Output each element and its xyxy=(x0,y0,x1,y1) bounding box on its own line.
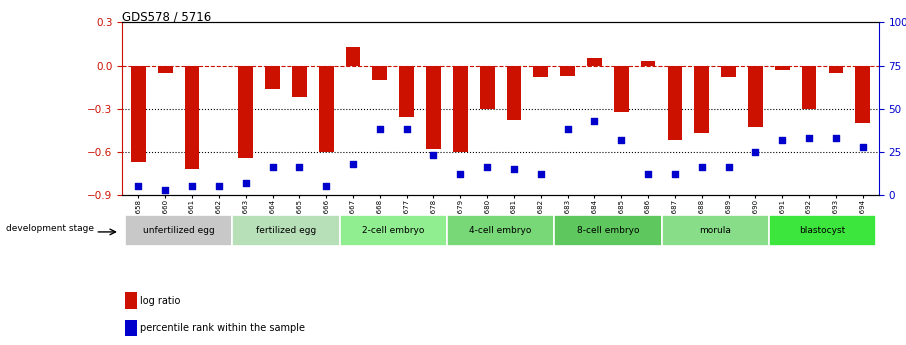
Bar xyxy=(641,61,655,66)
Point xyxy=(802,135,816,141)
Point xyxy=(561,127,575,132)
Bar xyxy=(560,66,575,76)
Point xyxy=(158,187,172,193)
Point xyxy=(212,184,226,189)
Text: blastocyst: blastocyst xyxy=(799,226,845,235)
Bar xyxy=(855,66,870,123)
Point xyxy=(587,118,602,124)
Point xyxy=(855,144,870,149)
Point xyxy=(131,184,146,189)
Bar xyxy=(534,66,548,77)
Bar xyxy=(828,66,843,73)
Text: 2-cell embryo: 2-cell embryo xyxy=(362,226,424,235)
Bar xyxy=(232,215,340,246)
Text: 8-cell embryo: 8-cell embryo xyxy=(576,226,639,235)
Bar xyxy=(125,320,137,336)
Bar xyxy=(748,66,763,127)
Bar xyxy=(400,66,414,117)
Bar xyxy=(125,215,232,246)
Bar xyxy=(802,66,816,109)
Point xyxy=(614,137,629,142)
Bar xyxy=(131,66,146,162)
Point xyxy=(829,135,843,141)
Bar xyxy=(775,66,790,70)
Bar xyxy=(668,66,682,140)
Point xyxy=(400,127,414,132)
Bar xyxy=(721,66,736,77)
Point xyxy=(185,184,199,189)
Point xyxy=(238,180,253,186)
Text: 4-cell embryo: 4-cell embryo xyxy=(469,226,532,235)
Point xyxy=(292,165,306,170)
Bar xyxy=(587,58,602,66)
Point xyxy=(668,171,682,177)
Point xyxy=(453,171,467,177)
Bar xyxy=(447,215,554,246)
Point xyxy=(265,165,280,170)
Point xyxy=(346,161,361,167)
Text: fertilized egg: fertilized egg xyxy=(255,226,316,235)
Point xyxy=(372,127,387,132)
Text: unfertilized egg: unfertilized egg xyxy=(143,226,215,235)
Bar xyxy=(554,215,661,246)
Bar xyxy=(506,66,521,120)
Bar xyxy=(265,66,280,89)
Bar xyxy=(694,66,709,133)
Bar xyxy=(158,66,173,73)
Point xyxy=(641,171,655,177)
Text: percentile rank within the sample: percentile rank within the sample xyxy=(140,323,305,333)
Point xyxy=(775,137,789,142)
Text: morula: morula xyxy=(699,226,731,235)
Point xyxy=(721,165,736,170)
Bar xyxy=(319,66,333,152)
Point xyxy=(748,149,763,155)
Bar xyxy=(185,66,199,169)
Bar xyxy=(661,215,769,246)
Bar xyxy=(238,66,253,158)
Bar xyxy=(340,215,447,246)
Point xyxy=(534,171,548,177)
Bar xyxy=(372,66,387,80)
Bar xyxy=(453,66,467,152)
Text: log ratio: log ratio xyxy=(140,296,180,306)
Bar xyxy=(292,66,307,97)
Bar xyxy=(480,66,495,109)
Point xyxy=(506,166,521,172)
Bar xyxy=(125,292,137,309)
Point xyxy=(319,184,333,189)
Bar xyxy=(769,215,876,246)
Point xyxy=(695,165,709,170)
Point xyxy=(426,152,440,158)
Point xyxy=(480,165,495,170)
Bar xyxy=(346,47,361,66)
Text: development stage: development stage xyxy=(6,224,94,233)
Bar xyxy=(614,66,629,111)
Text: GDS578 / 5716: GDS578 / 5716 xyxy=(122,10,212,23)
Bar xyxy=(426,66,441,149)
